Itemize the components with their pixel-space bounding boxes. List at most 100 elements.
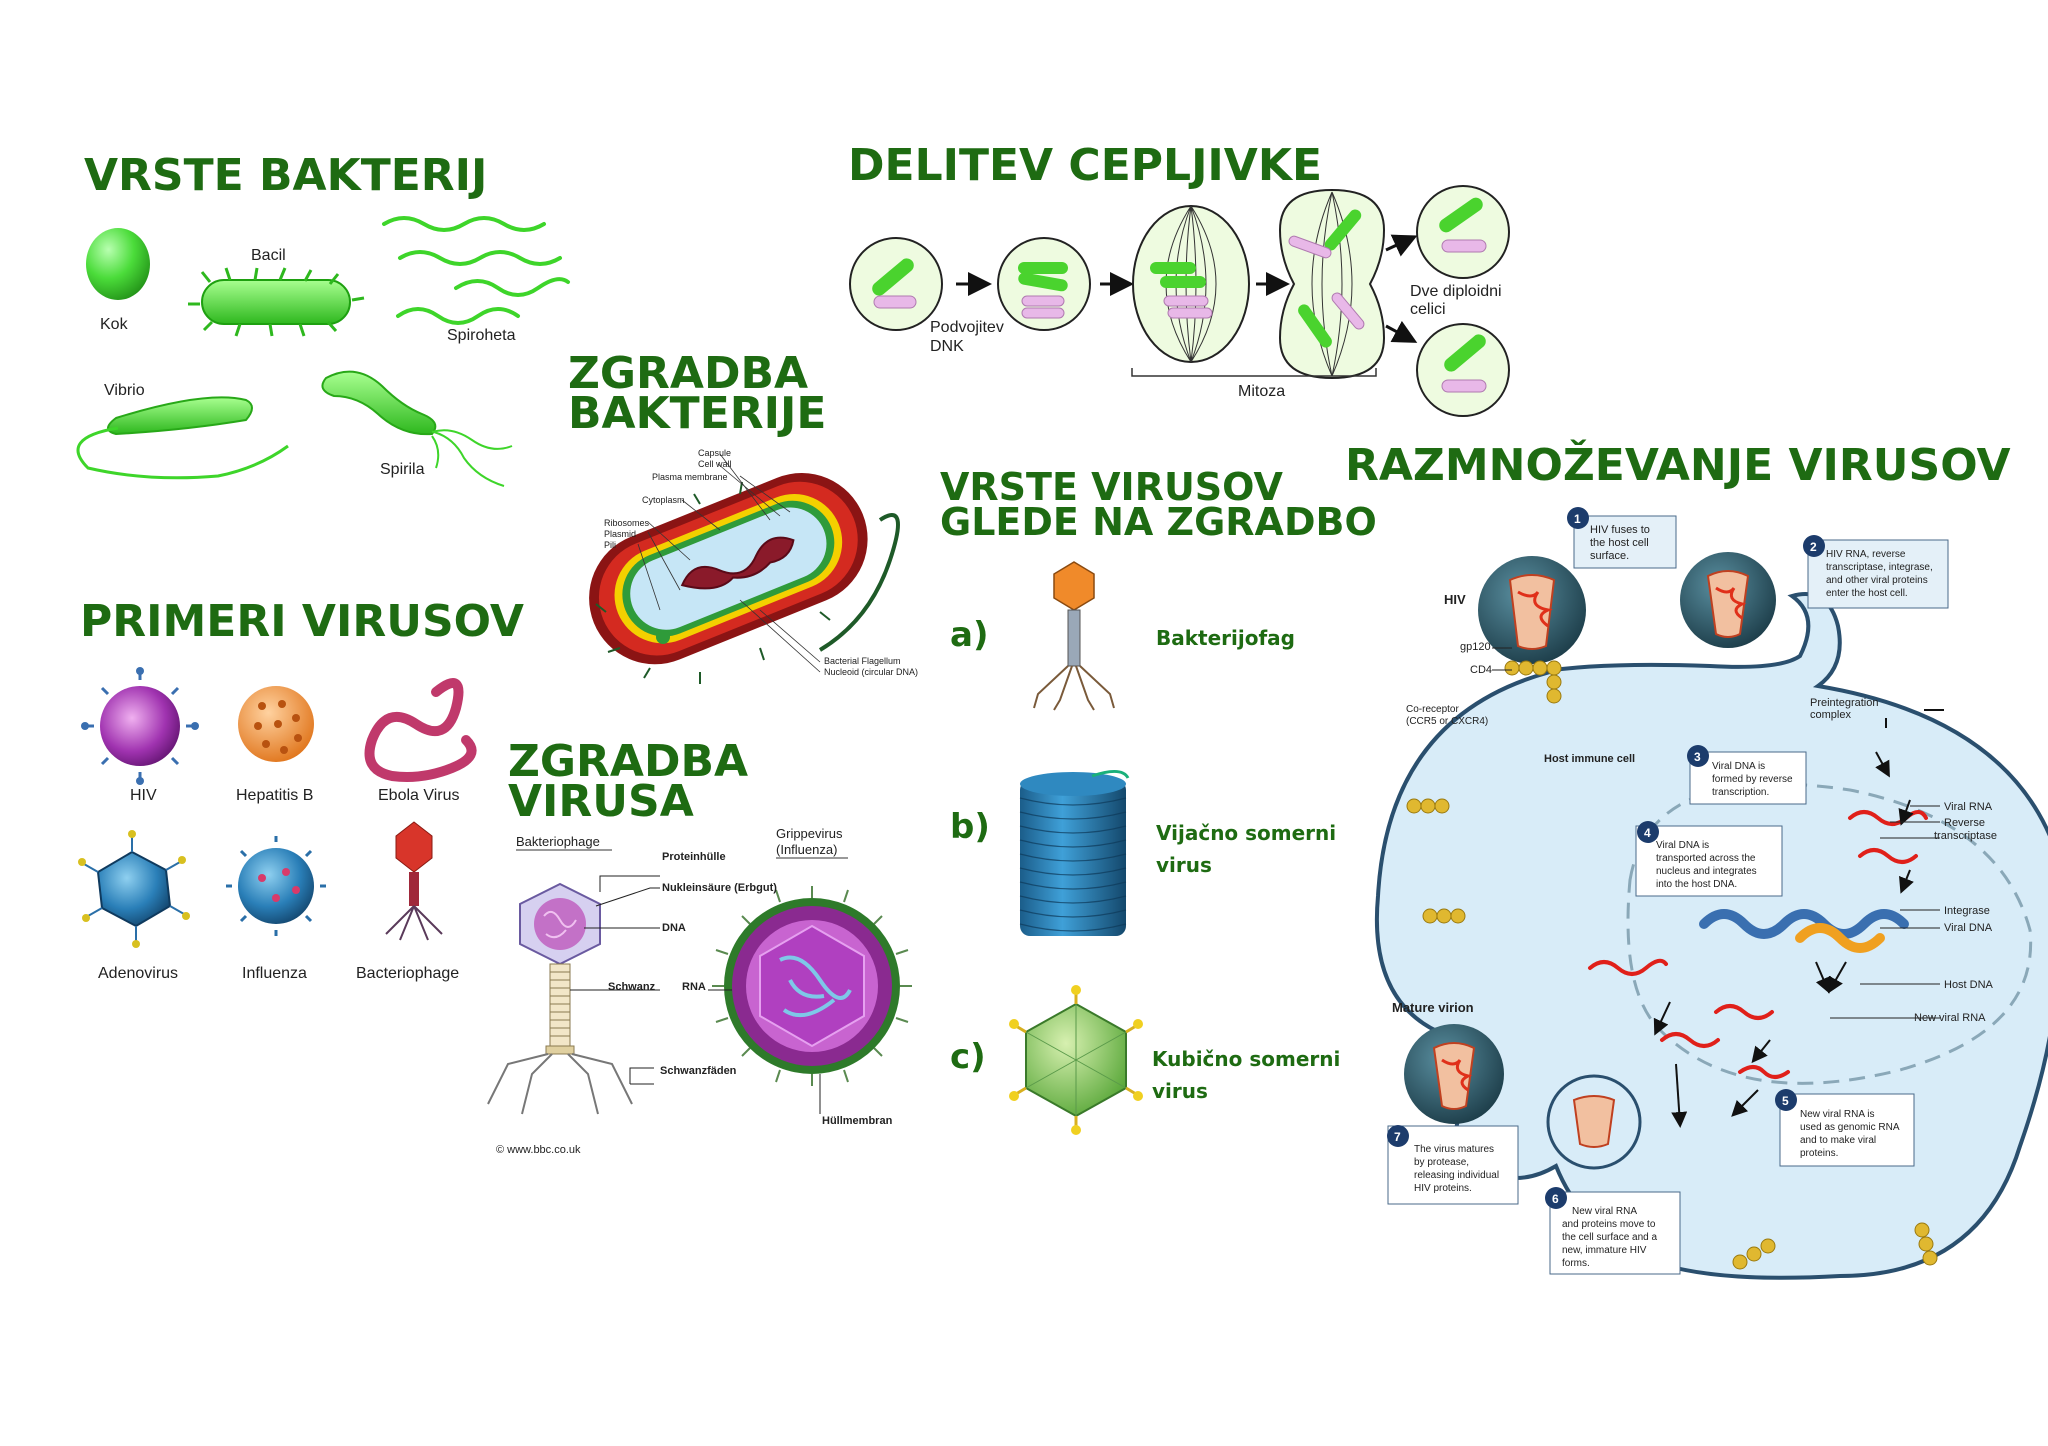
hiv-virus-icon — [81, 667, 199, 785]
label-vibrio: Vibrio — [104, 382, 145, 399]
label-plasmid: Plasmid — [604, 529, 636, 539]
label-mature-virion: Mature virion — [1392, 1000, 1474, 1015]
label-transcriptase: transcriptase — [1934, 830, 1997, 842]
step-7-line-3: releasing individual — [1414, 1170, 1499, 1181]
daughter-cell-2 — [1416, 323, 1510, 417]
cell-3-metaphase — [1132, 205, 1250, 363]
virus-examples: HIV Hepatitis B Ebola Virus Adenovirus I… — [78, 667, 477, 982]
label-hiv-cycle: HIV — [1444, 592, 1466, 607]
step-2-number: 2 — [1810, 540, 1817, 554]
bacteriophage-example-icon — [385, 821, 443, 941]
step-3-line-1: Viral DNA is — [1712, 761, 1765, 772]
heading-vrste-bakterij: VRSTE BAKTERIJ — [84, 150, 488, 201]
label-host-dna: Host DNA — [1944, 979, 1994, 991]
label-capsule: Capsule — [698, 448, 731, 458]
step-7: 7 The virus matures by protease, releasi… — [1387, 1125, 1519, 1205]
label-mitoza: Mitoza — [1238, 383, 1285, 400]
step-1-number: 1 — [1574, 512, 1581, 526]
cycle-arrows — [1653, 709, 1944, 1128]
host-dna-helix — [1699, 909, 1909, 939]
label-vijacno-1: Vijačno somerni — [1156, 821, 1336, 845]
step-7-line-1: The virus matures — [1414, 1144, 1494, 1155]
label-hepatitis: Hepatitis B — [236, 787, 313, 804]
hepatitis-virus-icon — [238, 686, 314, 762]
step-5-line-2: used as genomic RNA — [1800, 1122, 1900, 1133]
heading-zgradba-virusa-1: ZGRADBA — [508, 736, 749, 787]
step-6-line-3: the cell surface and a — [1562, 1232, 1657, 1243]
bacillus-icon — [188, 267, 365, 337]
cell-4-anaphase — [1278, 188, 1386, 380]
step-4-line-1: Viral DNA is — [1656, 840, 1709, 851]
label-nukleinsaeure: Nukleinsäure (Erbgut) — [662, 882, 777, 894]
cell-2 — [997, 237, 1091, 331]
label-coreceptor: Co-receptor — [1406, 704, 1459, 715]
label-celici: celici — [1410, 301, 1446, 318]
step-6: 6 New viral RNA and proteins move to the… — [1545, 1187, 1681, 1275]
label-preintegration-complex: complex — [1810, 709, 1851, 721]
icosahedral-virus-icon — [1009, 985, 1143, 1135]
label-rna: RNA — [682, 981, 706, 993]
label-influenza: Influenza — [242, 965, 307, 982]
label-grippevirus-influenza: (Influenza) — [776, 842, 837, 857]
coccus-icon — [86, 228, 150, 300]
step-5-line-4: proteins. — [1800, 1148, 1838, 1159]
label-bacil: Bacil — [251, 247, 286, 264]
heading-razmnozevanje-virusov: RAZMNOŽEVANJE VIRUSOV — [1345, 440, 2011, 491]
step-1-line-3: surface. — [1590, 550, 1629, 562]
hiv-life-cycle: HIV gp120 CD4 Co-receptor (CCR5 or CXCR4… — [1374, 507, 2048, 1280]
vibrio-icon — [76, 396, 289, 480]
adenovirus-icon — [78, 830, 190, 948]
bacteriophage-type-icon — [1033, 561, 1115, 711]
heading-zgradba-bakterije-1: ZGRADBA — [568, 348, 809, 399]
step-3-line-3: transcription. — [1712, 787, 1769, 798]
heading-zgradba-bakterije-2: BAKTERIJE — [568, 388, 827, 439]
label-ebola: Ebola Virus — [378, 787, 460, 804]
label-grippevirus: Grippevirus — [776, 826, 843, 841]
heading-primeri-virusov: PRIMERI VIRUSOV — [80, 596, 524, 647]
label-gp120: gp120 — [1460, 641, 1491, 653]
step-2-line-1: HIV RNA, reverse — [1826, 549, 1906, 560]
label-viral-rna: Viral RNA — [1944, 801, 1993, 813]
label-cytoplasm: Cytoplasm — [642, 495, 685, 505]
step-1-line-2: the host cell — [1590, 537, 1649, 549]
label-bacteriophage-example: Bacteriophage — [356, 965, 459, 982]
label-pili: Pili — [604, 540, 616, 550]
label-b: b) — [950, 807, 990, 847]
step-6-number: 6 — [1552, 1192, 1559, 1206]
label-vijacno-2: virus — [1156, 853, 1212, 877]
hiv-virion-2 — [1680, 552, 1776, 648]
bacteria-types: Kok Bacil Spiroheta Vibrio Spirila — [76, 216, 570, 487]
spirochete-icon — [382, 216, 570, 325]
step-1-line-1: HIV fuses to — [1590, 524, 1650, 536]
label-nucleoid: Nucleoid (circular DNA) — [824, 667, 918, 677]
helical-virus-icon — [1019, 770, 1130, 936]
heading-vrste-virusov-2: GLEDE NA ZGRADBO — [940, 500, 1377, 544]
step-4: 4 Viral DNA is transported across the nu… — [1635, 821, 1783, 897]
step-3-number: 3 — [1694, 750, 1701, 764]
label-schwanz: Schwanz — [608, 981, 656, 993]
step-5-line-1: New viral RNA is — [1800, 1109, 1874, 1120]
step-2: 2 HIV RNA, reverse transcriptase, integr… — [1803, 535, 1949, 609]
leader-lines — [1492, 647, 1940, 1019]
step-6-line-1: New viral RNA — [1572, 1206, 1637, 1217]
label-c: c) — [950, 1037, 986, 1077]
label-cd4: CD4 — [1470, 664, 1492, 676]
label-dnk: DNK — [930, 338, 964, 355]
bacterium-structure: Capsule Cell wall Plasma membrane Cytopl… — [589, 448, 918, 684]
label-schwanzfaeden: Schwanzfäden — [660, 1065, 737, 1077]
label-coreceptor-2: (CCR5 or CXCR4) — [1406, 716, 1488, 727]
label-plasma-membrane: Plasma membrane — [652, 472, 728, 482]
step-6-line-4: new, immature HIV — [1562, 1245, 1647, 1256]
step-5: 5 New viral RNA is used as genomic RNA a… — [1775, 1089, 1915, 1167]
label-dve-diploidni: Dve diploidni — [1410, 283, 1502, 300]
virus-structure: Bakteriophage Grippevirus (Influenza) — [487, 826, 912, 1156]
label-cell-wall: Cell wall — [698, 459, 732, 469]
label-host-cell: Host immune cell — [1544, 753, 1635, 765]
label-copyright: © www.bbc.co.uk — [496, 1144, 581, 1156]
step-4-line-4: into the host DNA. — [1656, 879, 1737, 890]
virus-types: a) Bakterijofag b) Vijačno somerni virus… — [950, 561, 1340, 1135]
label-a: a) — [950, 615, 988, 655]
cell-division: Podvojitev DNK — [849, 185, 1510, 417]
label-ribosomes: Ribosomes — [604, 518, 650, 528]
